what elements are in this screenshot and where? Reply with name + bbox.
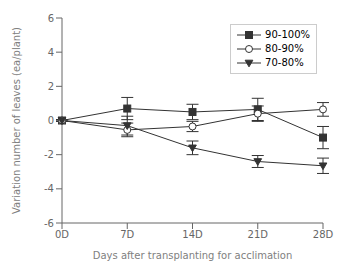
svg-text:-4: -4 xyxy=(44,183,54,194)
svg-text:6: 6 xyxy=(48,13,54,24)
svg-text:Variation number of leaves (ea: Variation number of leaves (ea/plant) xyxy=(11,27,22,214)
svg-text:0D: 0D xyxy=(55,229,69,240)
svg-text:-2: -2 xyxy=(44,149,54,160)
svg-text:-6: -6 xyxy=(44,218,54,229)
html-text:70-80%: 70-80% xyxy=(265,57,304,68)
svg-text:Days after transplanting for a: Days after transplanting for acclimation xyxy=(93,250,292,261)
html-text:90-100%: 90-100% xyxy=(265,29,310,40)
svg-text:0: 0 xyxy=(48,115,54,126)
svg-text:2: 2 xyxy=(48,81,54,92)
svg-text:21D: 21D xyxy=(248,229,269,240)
svg-text:4: 4 xyxy=(48,47,54,58)
svg-text:28D: 28D xyxy=(313,229,334,240)
svg-text:14D: 14D xyxy=(182,229,203,240)
svg-text:7D: 7D xyxy=(120,229,134,240)
html-text:80-90%: 80-90% xyxy=(265,43,304,54)
